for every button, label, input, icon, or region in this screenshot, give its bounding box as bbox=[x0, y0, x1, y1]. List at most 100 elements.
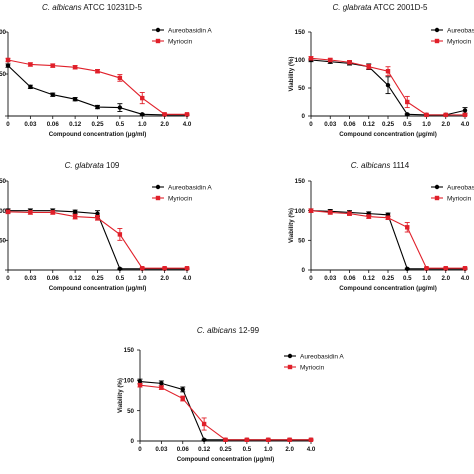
data-point bbox=[308, 56, 314, 61]
data-point bbox=[159, 385, 164, 390]
chart-panel-5: C. albicans 12-99 0 50 100 150 0 0.03 0.06 0.12 0… bbox=[117, 326, 344, 463]
data-point bbox=[443, 266, 448, 271]
y-tick-label: 50 bbox=[0, 71, 7, 78]
legend: Aureobasidin A Myriocin bbox=[152, 184, 212, 202]
chart-panel-1: C. albicans ATCC 10231D-5 50 100 0 0.03 0.06 0… bbox=[0, 3, 212, 138]
data-point bbox=[117, 266, 123, 272]
x-tick-label: 1.0 bbox=[138, 121, 147, 128]
data-point bbox=[50, 92, 55, 97]
series-2 bbox=[308, 208, 468, 271]
x-tick-label: 4.0 bbox=[183, 275, 192, 282]
x-tick-label: 2.0 bbox=[160, 275, 169, 282]
legend-label: Aureobasidin bbox=[447, 184, 474, 191]
x-tick-label: 4.0 bbox=[307, 446, 316, 453]
legend-marker bbox=[287, 353, 293, 359]
x-tick-label: 0.25 bbox=[382, 275, 395, 282]
data-point bbox=[184, 266, 190, 271]
x-tick-label: 0.25 bbox=[219, 446, 232, 453]
y-tick-label: 100 bbox=[0, 208, 7, 215]
series-line bbox=[139, 384, 311, 441]
data-point bbox=[162, 266, 167, 271]
data-point bbox=[443, 112, 448, 118]
data-point bbox=[95, 211, 100, 216]
x-tick-label: 4.0 bbox=[461, 121, 470, 128]
y-axis-label: Viability (%) bbox=[288, 208, 295, 243]
data-point bbox=[462, 108, 468, 113]
data-point bbox=[162, 112, 167, 117]
y-tick-label: 0 bbox=[302, 267, 306, 274]
x-tick-label: 4.0 bbox=[461, 275, 470, 282]
legend-marker bbox=[287, 364, 293, 370]
data-point bbox=[5, 57, 11, 63]
series-2 bbox=[308, 56, 468, 118]
y-axis-label: Viability (%) bbox=[117, 378, 124, 413]
data-point bbox=[117, 105, 123, 110]
x-tick-label: 0.06 bbox=[343, 121, 356, 128]
data-point bbox=[347, 60, 352, 65]
data-point bbox=[366, 64, 371, 69]
data-point bbox=[28, 62, 33, 67]
x-tick-label: 0.06 bbox=[47, 275, 60, 282]
data-point bbox=[462, 266, 468, 271]
x-tick-label: 2.0 bbox=[285, 446, 294, 453]
data-point bbox=[180, 387, 185, 392]
data-point bbox=[72, 65, 78, 70]
data-point bbox=[405, 112, 410, 117]
data-point bbox=[72, 214, 78, 219]
x-tick-label: 0.25 bbox=[91, 121, 104, 128]
data-point bbox=[328, 210, 333, 215]
data-point bbox=[405, 99, 410, 105]
data-point bbox=[201, 421, 207, 427]
data-point bbox=[385, 83, 391, 88]
legend-label: Aureobasidin A bbox=[168, 27, 212, 34]
data-point bbox=[50, 63, 55, 68]
data-point bbox=[424, 266, 429, 271]
data-point bbox=[72, 97, 78, 102]
data-point bbox=[366, 214, 371, 219]
y-tick-label: 0 bbox=[131, 438, 135, 445]
y-tick-label: 100 bbox=[295, 208, 306, 215]
x-tick-label: 0.03 bbox=[24, 121, 37, 128]
data-point bbox=[184, 112, 190, 117]
legend-label: Aureobasidin A bbox=[168, 184, 212, 191]
y-tick-label: 0 bbox=[302, 113, 306, 120]
x-tick-label: 0.5 bbox=[116, 275, 125, 282]
x-tick-label: 0.5 bbox=[403, 121, 412, 128]
series-2 bbox=[137, 382, 314, 442]
data-point bbox=[424, 112, 429, 118]
y-tick-label: 100 bbox=[295, 57, 306, 64]
chart-title: C. albicans ATCC 10231D-5 bbox=[42, 3, 142, 12]
y-tick-label: 150 bbox=[124, 347, 135, 354]
legend-marker bbox=[434, 27, 440, 33]
y-tick-label: 100 bbox=[0, 29, 7, 36]
data-point bbox=[50, 210, 55, 215]
x-tick-label: 0.03 bbox=[324, 275, 337, 282]
data-point bbox=[159, 381, 164, 386]
legend: Aureobasidin A Myriocin bbox=[284, 353, 344, 371]
y-axis-label: Viability (%) bbox=[288, 57, 295, 92]
legend-marker bbox=[434, 184, 440, 190]
series-2 bbox=[5, 209, 190, 271]
x-tick-label: 0.06 bbox=[343, 275, 356, 282]
chart-panel-2: C. glabrata ATCC 2001D-5 0 50 100 150 0 0.03 0.… bbox=[288, 3, 474, 138]
legend-label: Myriocin bbox=[300, 364, 325, 371]
data-point bbox=[72, 209, 78, 215]
data-point bbox=[95, 104, 100, 110]
data-point bbox=[385, 215, 391, 220]
data-point bbox=[405, 225, 410, 230]
data-point bbox=[244, 437, 250, 442]
x-tick-label: 0.25 bbox=[382, 121, 395, 128]
x-tick-label: 0.06 bbox=[177, 446, 190, 453]
data-point bbox=[201, 437, 207, 442]
x-tick-label: 0.03 bbox=[155, 446, 168, 453]
x-tick-label: 2.0 bbox=[441, 121, 450, 128]
legend: Aureobasidin A Myriocin bbox=[152, 27, 212, 45]
data-point bbox=[95, 215, 100, 220]
data-point bbox=[385, 69, 391, 74]
x-tick-label: 0.12 bbox=[198, 446, 211, 453]
legend-label: Myriocin bbox=[447, 38, 472, 45]
data-point bbox=[140, 95, 145, 101]
data-point bbox=[405, 266, 410, 272]
x-tick-label: 2.0 bbox=[160, 121, 169, 128]
data-point bbox=[117, 75, 123, 81]
